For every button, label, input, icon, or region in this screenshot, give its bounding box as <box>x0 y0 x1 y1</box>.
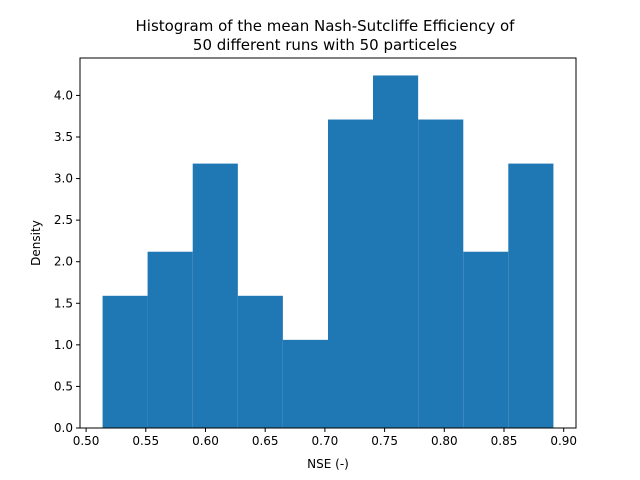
x-tick-label: 0.50 <box>73 434 100 448</box>
y-tick-label: 1.0 <box>54 338 73 352</box>
histogram-bar <box>463 251 509 428</box>
x-tick-label: 0.85 <box>491 434 518 448</box>
x-tick-label: 0.70 <box>312 434 339 448</box>
bars-group <box>102 75 554 429</box>
y-tick-label: 0.5 <box>54 379 73 393</box>
x-tick-label: 0.75 <box>371 434 398 448</box>
chart-title-line-1: Histogram of the mean Nash-Sutcliffe Eff… <box>136 17 516 35</box>
histogram-bar <box>282 339 328 428</box>
histogram-bar <box>508 163 554 428</box>
y-tick-label: 0.0 <box>54 421 73 435</box>
y-axis-ticks: 0.0 0.5 1.0 1.5 2.0 2.5 3.0 3.5 4.0 <box>54 88 80 435</box>
x-tick-label: 0.90 <box>550 434 577 448</box>
histogram-bar <box>192 163 238 428</box>
y-tick-label: 3.0 <box>54 172 73 186</box>
y-tick-label: 2.5 <box>54 213 73 227</box>
y-tick-label: 2.0 <box>54 255 73 269</box>
x-tick-label: 0.65 <box>252 434 279 448</box>
y-tick-label: 3.5 <box>54 130 73 144</box>
chart-title-line-2: 50 different runs with 50 particeles <box>193 36 457 54</box>
histogram-bar <box>102 295 148 428</box>
histogram-bar <box>237 295 283 428</box>
x-tick-label: 0.80 <box>431 434 458 448</box>
y-tick-label: 1.5 <box>54 296 73 310</box>
plot-area-frame <box>79 57 577 429</box>
x-tick-label: 0.60 <box>192 434 219 448</box>
x-tick-label: 0.55 <box>132 434 159 448</box>
histogram-bar <box>418 119 464 429</box>
histogram-bar <box>147 251 193 428</box>
x-axis-label: NSE (-) <box>307 457 349 471</box>
y-axis-label: Density <box>29 220 43 266</box>
histogram-bar <box>328 119 374 429</box>
y-tick-label: 4.0 <box>54 88 73 102</box>
histogram-bar <box>373 75 419 429</box>
x-axis-ticks: 0.50 0.55 0.60 0.65 0.70 0.75 0.80 0.85 0.90 <box>73 428 577 448</box>
